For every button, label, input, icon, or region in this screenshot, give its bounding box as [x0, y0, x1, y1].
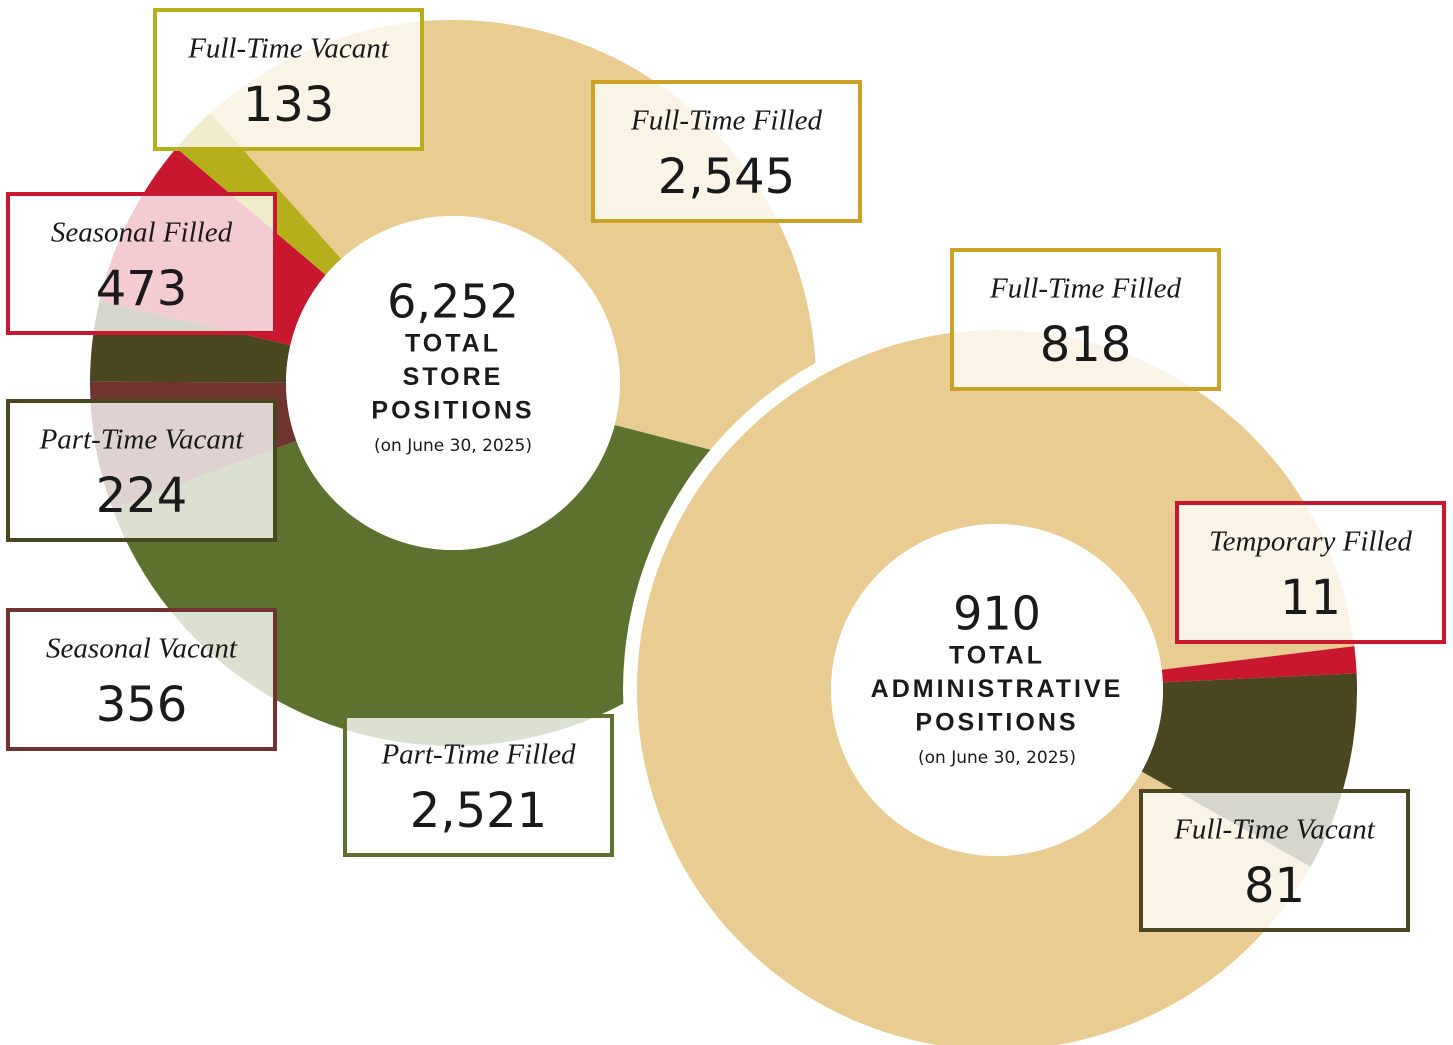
label-box: [6, 192, 277, 335]
category-label: Part-Time Filled: [380, 739, 576, 771]
value-label: 81: [1244, 858, 1305, 914]
center-value: 6,252: [387, 275, 519, 329]
donut-hole: [286, 216, 620, 550]
category-label: Seasonal Filled: [51, 217, 233, 249]
center-line: POSITIONS: [915, 709, 1078, 737]
center-line: POSITIONS: [371, 397, 534, 425]
category-label: Full-Time Filled: [630, 105, 822, 137]
center-value: 910: [953, 587, 1041, 641]
value-label: 356: [96, 677, 188, 733]
center-note: (on June 30, 2025): [918, 748, 1076, 768]
category-label: Part-Time Vacant: [39, 424, 245, 456]
value-label: 473: [96, 261, 188, 317]
label-box: [6, 399, 277, 542]
label-box: [153, 8, 424, 151]
label-box: [591, 80, 862, 223]
value-label: 224: [96, 468, 188, 524]
donut-slice: [1161, 646, 1357, 683]
value-label: 11: [1280, 570, 1341, 626]
category-label: Full-Time Filled: [989, 273, 1181, 305]
category-label: Temporary Filled: [1209, 526, 1412, 558]
value-label: 133: [243, 77, 335, 133]
label-box: [6, 608, 277, 751]
label-box: [1139, 789, 1410, 932]
center-line: TOTAL: [405, 330, 501, 358]
value-label: 818: [1040, 317, 1132, 373]
category-label: Full-Time Vacant: [187, 33, 390, 65]
label-box: [343, 714, 614, 857]
donut-hole: [831, 524, 1163, 856]
category-label: Seasonal Vacant: [46, 633, 238, 665]
label-box: [950, 248, 1221, 391]
category-label: Full-Time Vacant: [1173, 814, 1376, 846]
label-box: [1175, 501, 1446, 644]
value-label: 2,521: [410, 783, 547, 839]
center-line: STORE: [403, 363, 504, 391]
center-line: ADMINISTRATIVE: [871, 675, 1124, 703]
value-label: 2,545: [658, 149, 795, 205]
center-note: (on June 30, 2025): [374, 436, 532, 456]
center-line: TOTAL: [949, 642, 1045, 670]
